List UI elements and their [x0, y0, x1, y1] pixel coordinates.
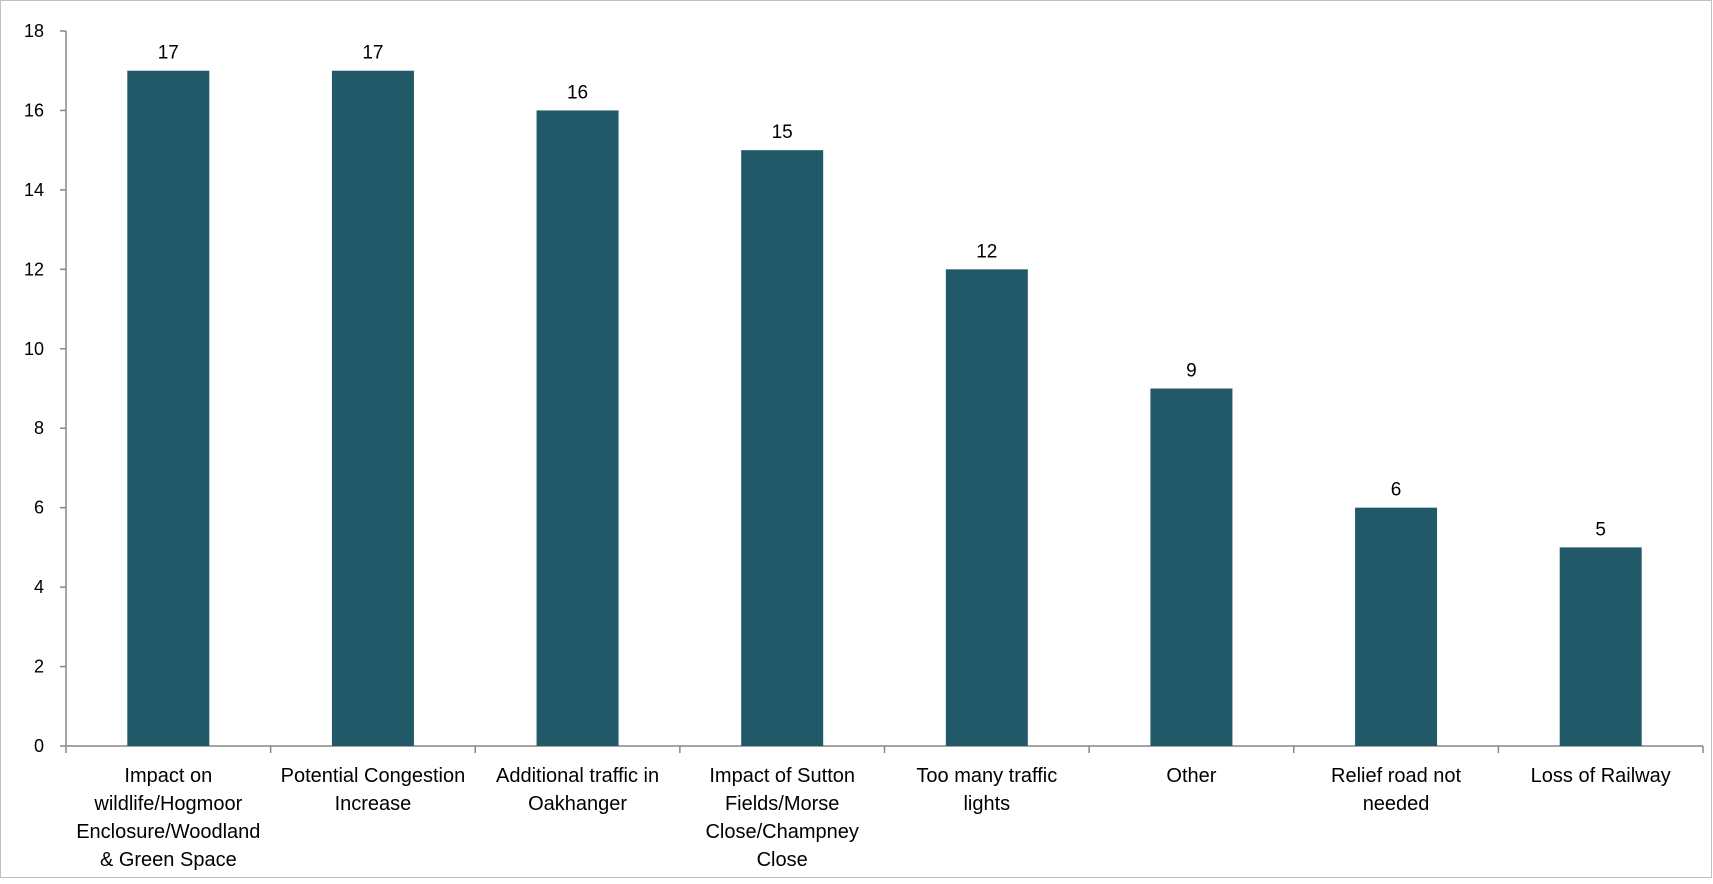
category-label-line: Loss of Railway: [1531, 765, 1671, 787]
bar: [1150, 388, 1233, 746]
category-label-line: Potential Congestion: [281, 765, 466, 787]
y-tick-label: 6: [34, 498, 44, 518]
data-label: 12: [976, 241, 997, 262]
data-label: 17: [158, 43, 179, 64]
category-label: Additional traffic in Oakhanger: [496, 765, 659, 815]
bars: [127, 70, 1642, 746]
category-label-line: Other: [1166, 765, 1216, 787]
category-label-line: lights: [963, 793, 1010, 815]
category-label: Relief road not needed: [1331, 765, 1462, 815]
category-label-line: Additional traffic in: [496, 765, 659, 787]
category-label: Too many traffic lights: [916, 765, 1057, 815]
y-tick-label: 16: [24, 100, 44, 120]
category-label: Impact on wildlife/Hogmoor Enclosure/Woodl…: [76, 765, 260, 871]
category-label-line: Too many traffic: [916, 765, 1057, 787]
data-label: 17: [362, 43, 383, 64]
bar: [331, 70, 414, 746]
bar: [1355, 507, 1438, 746]
axes: 0 2 4 6 8 10 12 14 16 18: [24, 21, 1704, 756]
y-tick-label: 10: [24, 339, 44, 359]
y-tick-label: 18: [24, 21, 44, 41]
y-tick-label: 0: [34, 736, 44, 756]
y-tick-label: 8: [34, 418, 44, 438]
bar: [741, 150, 824, 746]
y-tick-label: 12: [24, 259, 44, 279]
category-label: Impact of Sutton Fields/Morse Close/Champn…: [705, 765, 858, 871]
data-label: 6: [1391, 480, 1402, 501]
data-label: 5: [1595, 519, 1606, 540]
category-label-line: Oakhanger: [528, 793, 627, 815]
data-label: 9: [1186, 361, 1197, 382]
bar: [127, 70, 210, 746]
bar: [536, 110, 619, 746]
category-label: Loss of Railway: [1531, 765, 1671, 787]
data-label: 15: [772, 122, 793, 143]
category-label-line: Impact on: [124, 765, 212, 787]
category-label-line: & Green Space: [100, 849, 237, 871]
category-label-line: Fields/Morse: [725, 793, 839, 815]
category-label-line: Increase: [335, 793, 412, 815]
category-label-line: Close: [757, 849, 808, 871]
category-label: Potential Congestion Increase: [281, 765, 466, 815]
y-tick-label: 2: [34, 657, 44, 677]
category-label-line: needed: [1363, 793, 1430, 815]
category-label-line: Relief road not: [1331, 765, 1462, 787]
y-tick-label: 14: [24, 180, 44, 200]
labels: 17 Impact on wildlife/Hogmoor Enclosure/Woo…: [76, 43, 1671, 871]
category-label-line: Enclosure/Woodland: [76, 821, 260, 843]
category-label-line: Impact of Sutton: [709, 765, 855, 787]
bar: [945, 269, 1028, 746]
category-label-line: wildlife/Hogmoor: [93, 793, 242, 815]
data-label: 16: [567, 82, 588, 103]
bar: [1559, 547, 1642, 746]
category-label: Other: [1166, 765, 1216, 787]
y-tick-label: 4: [34, 577, 44, 597]
category-label-line: Close/Champney: [705, 821, 858, 843]
